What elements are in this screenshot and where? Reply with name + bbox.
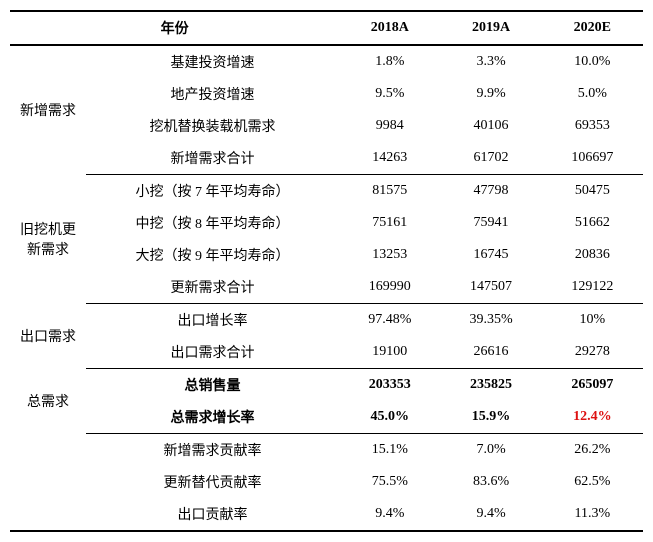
row-label: 总需求增长率	[86, 401, 339, 434]
table-row: 总需求总销售量203353235825265097	[10, 369, 643, 402]
table-row: 新增需求贡献率15.1%7.0%26.2%	[10, 434, 643, 467]
header-col-2020: 2020E	[542, 11, 643, 45]
table-row: 总需求增长率45.0%15.9%12.4%	[10, 401, 643, 434]
table-row: 挖机替换装载机需求99844010669353	[10, 110, 643, 142]
header-col-2019: 2019A	[440, 11, 541, 45]
header-col-2018: 2018A	[339, 11, 440, 45]
value-cell: 51662	[542, 207, 643, 239]
table-row: 更新需求合计169990147507129122	[10, 271, 643, 304]
value-cell: 50475	[542, 175, 643, 208]
value-cell: 12.4%	[542, 401, 643, 434]
table-row: 更新替代贡献率75.5%83.6%62.5%	[10, 466, 643, 498]
value-cell: 39.35%	[440, 304, 541, 337]
value-cell: 3.3%	[440, 45, 541, 78]
row-label: 基建投资增速	[86, 45, 339, 78]
row-label: 小挖（按 7 年平均寿命）	[86, 175, 339, 208]
value-cell: 169990	[339, 271, 440, 304]
category-cell: 旧挖机更新需求	[10, 175, 86, 304]
value-cell: 26616	[440, 336, 541, 369]
value-cell: 147507	[440, 271, 541, 304]
value-cell: 203353	[339, 369, 440, 402]
category-cell: 新增需求	[10, 45, 86, 175]
value-cell: 13253	[339, 239, 440, 271]
value-cell: 47798	[440, 175, 541, 208]
value-cell: 15.1%	[339, 434, 440, 467]
table-row: 大挖（按 9 年平均寿命）132531674520836	[10, 239, 643, 271]
row-label: 总销售量	[86, 369, 339, 402]
row-label: 更新替代贡献率	[86, 466, 339, 498]
value-cell: 45.0%	[339, 401, 440, 434]
value-cell: 9.9%	[440, 78, 541, 110]
value-cell: 75161	[339, 207, 440, 239]
value-cell: 9.5%	[339, 78, 440, 110]
table-row: 中挖（按 8 年平均寿命）751617594151662	[10, 207, 643, 239]
table-body: 新增需求基建投资增速1.8%3.3%10.0%地产投资增速9.5%9.9%5.0…	[10, 45, 643, 531]
value-cell: 7.0%	[440, 434, 541, 467]
value-cell: 9984	[339, 110, 440, 142]
value-cell: 129122	[542, 271, 643, 304]
value-cell: 106697	[542, 142, 643, 175]
header-year: 年份	[10, 11, 339, 45]
value-cell: 40106	[440, 110, 541, 142]
data-table: 年份 2018A 2019A 2020E 新增需求基建投资增速1.8%3.3%1…	[10, 10, 643, 532]
value-cell: 20836	[542, 239, 643, 271]
value-cell: 10%	[542, 304, 643, 337]
table-row: 出口需求合计191002661629278	[10, 336, 643, 369]
value-cell: 10.0%	[542, 45, 643, 78]
value-cell: 16745	[440, 239, 541, 271]
table-header-row: 年份 2018A 2019A 2020E	[10, 11, 643, 45]
value-cell: 75.5%	[339, 466, 440, 498]
value-cell: 26.2%	[542, 434, 643, 467]
value-cell: 81575	[339, 175, 440, 208]
table-row: 出口贡献率9.4%9.4%11.3%	[10, 498, 643, 531]
value-cell: 1.8%	[339, 45, 440, 78]
row-label: 大挖（按 9 年平均寿命）	[86, 239, 339, 271]
row-label: 出口需求合计	[86, 336, 339, 369]
value-cell: 69353	[542, 110, 643, 142]
value-cell: 62.5%	[542, 466, 643, 498]
value-cell: 11.3%	[542, 498, 643, 531]
row-label: 地产投资增速	[86, 78, 339, 110]
row-label: 挖机替换装载机需求	[86, 110, 339, 142]
value-cell: 235825	[440, 369, 541, 402]
category-cell: 出口需求	[10, 304, 86, 369]
value-cell: 75941	[440, 207, 541, 239]
row-label: 出口增长率	[86, 304, 339, 337]
table-row: 新增需求合计1426361702106697	[10, 142, 643, 175]
row-label: 新增需求贡献率	[86, 434, 339, 467]
table-row: 新增需求基建投资增速1.8%3.3%10.0%	[10, 45, 643, 78]
row-label: 新增需求合计	[86, 142, 339, 175]
value-cell: 83.6%	[440, 466, 541, 498]
value-cell: 15.9%	[440, 401, 541, 434]
value-cell: 14263	[339, 142, 440, 175]
row-label: 中挖（按 8 年平均寿命）	[86, 207, 339, 239]
category-cell: 总需求	[10, 369, 86, 434]
value-cell: 9.4%	[440, 498, 541, 531]
row-label: 更新需求合计	[86, 271, 339, 304]
value-cell: 5.0%	[542, 78, 643, 110]
category-cell	[10, 434, 86, 532]
table-row: 旧挖机更新需求小挖（按 7 年平均寿命）815754779850475	[10, 175, 643, 208]
row-label: 出口贡献率	[86, 498, 339, 531]
value-cell: 9.4%	[339, 498, 440, 531]
value-cell: 61702	[440, 142, 541, 175]
value-cell: 97.48%	[339, 304, 440, 337]
value-cell: 19100	[339, 336, 440, 369]
table-row: 地产投资增速9.5%9.9%5.0%	[10, 78, 643, 110]
value-cell: 265097	[542, 369, 643, 402]
table-row: 出口需求出口增长率97.48%39.35%10%	[10, 304, 643, 337]
value-cell: 29278	[542, 336, 643, 369]
